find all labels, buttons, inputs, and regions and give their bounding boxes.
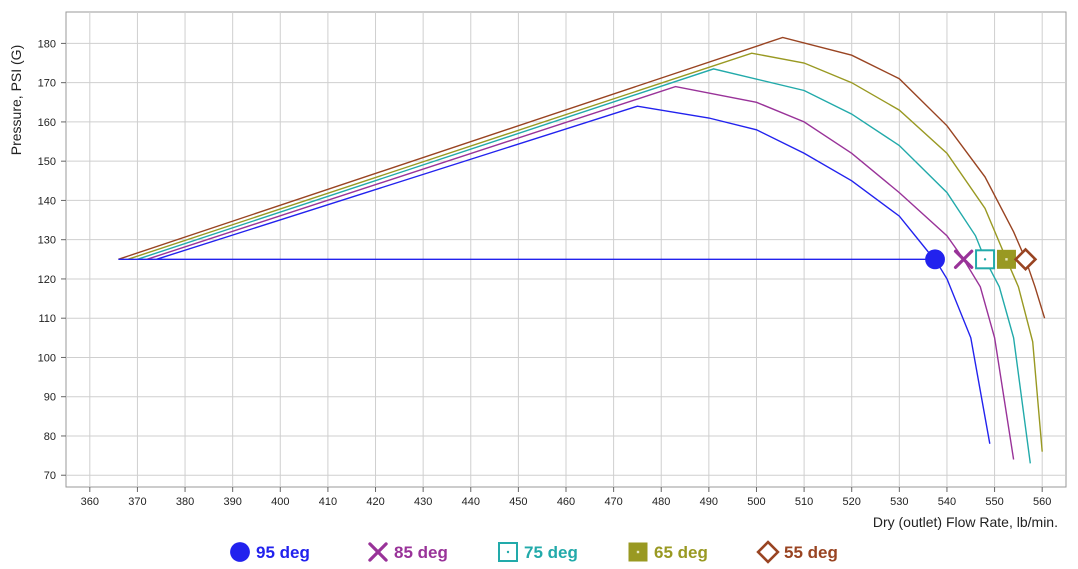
marker-dot-icon [506, 550, 510, 554]
grid [66, 12, 1066, 487]
series-line-3 [127, 52, 1043, 452]
y-tick-label: 150 [38, 156, 56, 168]
x-tick-label: 460 [557, 496, 575, 508]
x-tick-label: 520 [843, 496, 861, 508]
x-tick-label: 490 [700, 496, 718, 508]
x-axis-title: Dry (outlet) Flow Rate, lb/min. [873, 514, 1058, 530]
series-markers [925, 247, 1038, 272]
x-tick-label: 530 [890, 496, 908, 508]
marker-diamond-icon [756, 540, 780, 564]
marker-circle-icon [230, 542, 250, 562]
x-tick-label: 360 [81, 496, 99, 508]
marker-x-icon [953, 249, 974, 270]
y-tick-label: 70 [44, 470, 56, 482]
marker-dot-icon [636, 550, 640, 554]
marker-dot-icon [1005, 258, 1008, 261]
legend-label-1: 85 deg [394, 543, 448, 562]
y-tick-label: 120 [38, 274, 56, 286]
x-tick-label: 450 [509, 496, 527, 508]
legend-marker-3 [628, 542, 648, 562]
y-tick-label: 140 [38, 195, 56, 207]
y-tick-label: 170 [38, 78, 56, 90]
legend-marker-1 [368, 542, 388, 562]
y-tick-label: 80 [44, 431, 56, 443]
series-marker-0 [925, 249, 945, 270]
legend-marker-0 [230, 542, 250, 562]
series-marker-1 [953, 249, 974, 270]
series-line-2 [137, 68, 1031, 464]
x-tick-label: 440 [462, 496, 480, 508]
marker-dot-icon [983, 258, 987, 261]
x-tick-label: 540 [938, 496, 956, 508]
x-tick-label: 380 [176, 496, 194, 508]
series-line-4 [118, 36, 1046, 319]
x-tick-label: 500 [747, 496, 765, 508]
legend-label-4: 55 deg [784, 543, 838, 562]
series-marker-2 [975, 249, 996, 270]
legend: 95 deg 85 deg 75 deg 65 deg 55 deg [230, 540, 838, 564]
y-tick-label: 130 [38, 235, 56, 247]
series-line-0 [156, 105, 991, 444]
legend-label-0: 95 deg [256, 543, 310, 562]
marker-circle-icon [925, 249, 945, 270]
x-tick-label: 410 [319, 496, 337, 508]
legend-label-3: 65 deg [654, 543, 708, 562]
y-tick-label: 180 [38, 38, 56, 50]
x-tick-label: 550 [985, 496, 1003, 508]
series-marker-4 [1013, 247, 1038, 272]
marker-x-icon [368, 542, 388, 562]
series-marker-3 [996, 249, 1016, 269]
y-axis-title: Pressure, PSI (G) [8, 45, 24, 155]
series-lines [118, 36, 1046, 464]
x-tick-label: 510 [795, 496, 813, 508]
x-tick-label: 560 [1033, 496, 1051, 508]
x-tick-label: 480 [652, 496, 670, 508]
x-tick-label: 420 [366, 496, 384, 508]
marker-diamond-icon [1013, 247, 1038, 272]
y-tick-label: 110 [38, 313, 56, 325]
y-tick-label: 160 [38, 117, 56, 129]
x-axis-ticks: 360 370 380 390 400 410 420 430 440 450 460 470 480 4… [81, 487, 1051, 508]
legend-marker-4 [756, 540, 780, 564]
legend-marker-2 [498, 542, 518, 562]
x-tick-label: 370 [128, 496, 146, 508]
legend-label-2: 75 deg [524, 543, 578, 562]
y-tick-label: 90 [44, 392, 56, 404]
y-tick-label: 100 [38, 352, 56, 364]
x-tick-label: 390 [223, 496, 241, 508]
x-tick-label: 430 [414, 496, 432, 508]
y-axis-ticks: 70 80 90 100 110 120 130 140 150 160 170 180 [38, 38, 66, 482]
series-line-1 [146, 85, 1015, 460]
x-tick-label: 470 [604, 496, 622, 508]
x-tick-label: 400 [271, 496, 289, 508]
